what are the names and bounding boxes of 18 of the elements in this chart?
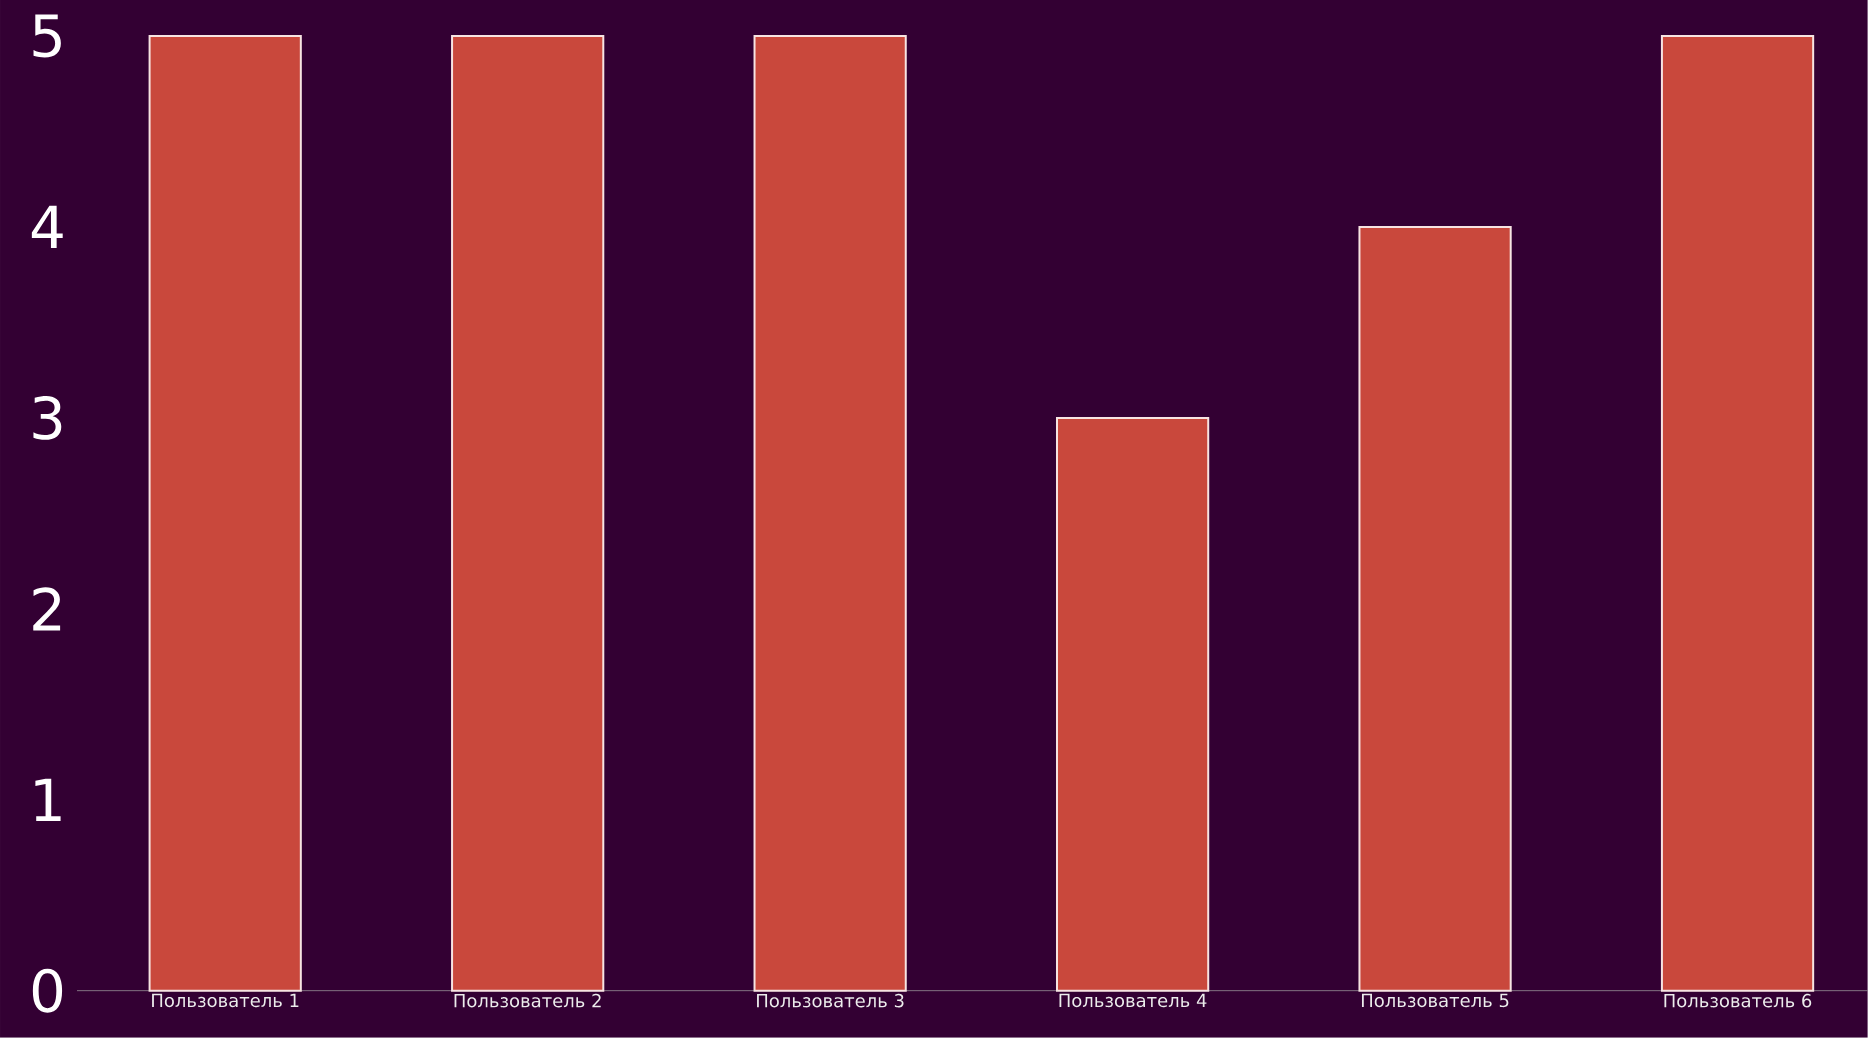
x-tick-label: Пользователь 2 bbox=[454, 993, 601, 1008]
bar bbox=[1358, 226, 1512, 992]
bar bbox=[1660, 35, 1815, 992]
bar bbox=[753, 35, 907, 992]
y-tick-label: 0 bbox=[32, 968, 63, 1013]
y-tick-label: 3 bbox=[33, 396, 62, 440]
y-tick-label: 2 bbox=[33, 587, 61, 631]
y-tick-label: 4 bbox=[31, 205, 63, 249]
bar bbox=[148, 35, 302, 992]
x-tick-label: Пользователь 5 bbox=[1361, 993, 1509, 1008]
x-tick-label: Пользователь 4 bbox=[1059, 993, 1207, 1008]
y-tick-label: 5 bbox=[33, 14, 61, 58]
bar bbox=[451, 35, 605, 992]
x-tick-label: Пользователь 1 bbox=[152, 993, 299, 1008]
y-tick-label: 1 bbox=[35, 778, 61, 822]
x-tick-label: Пользователь 6 bbox=[1664, 993, 1812, 1008]
bar bbox=[1056, 417, 1210, 992]
x-tick-label: Пользователь 3 bbox=[757, 993, 904, 1008]
